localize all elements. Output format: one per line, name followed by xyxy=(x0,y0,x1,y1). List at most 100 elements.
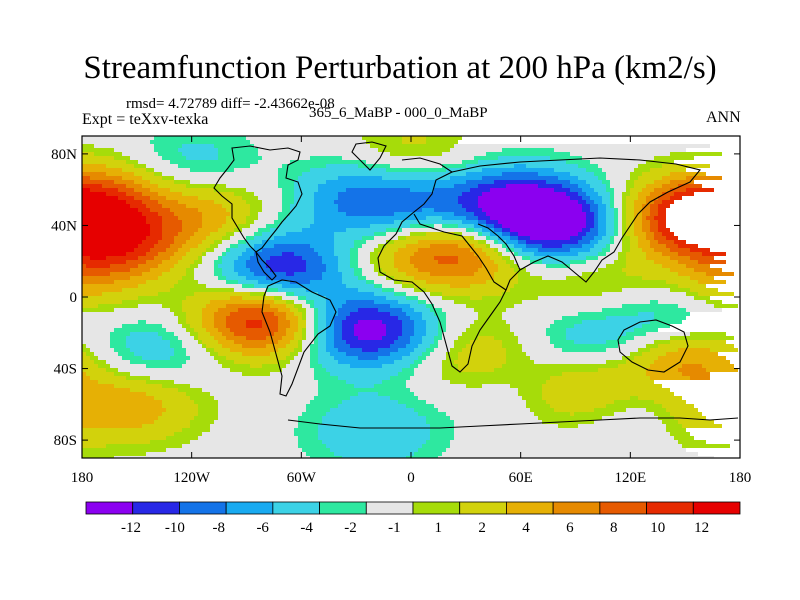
contour-cell xyxy=(694,268,722,272)
contour-cell xyxy=(478,316,502,320)
contour-cell xyxy=(646,372,682,376)
contour-cell xyxy=(298,316,302,320)
contour-cell xyxy=(394,256,410,260)
contour-cell xyxy=(414,264,482,268)
contour-cell xyxy=(230,236,246,240)
contour-cell xyxy=(678,184,702,188)
contour-cell xyxy=(454,340,470,344)
contour-cell xyxy=(246,136,362,140)
colorbar-label: 10 xyxy=(650,520,665,536)
contour-cell xyxy=(530,260,542,264)
contour-cell xyxy=(298,320,306,324)
contour-cell xyxy=(606,316,654,320)
contour-cell xyxy=(634,216,642,220)
contour-cell xyxy=(82,232,150,236)
contour-cell xyxy=(170,244,182,248)
contour-cell xyxy=(402,368,414,372)
contour-cell xyxy=(566,276,642,280)
contour-cell xyxy=(222,236,230,240)
contour-cell xyxy=(622,220,626,224)
contour-cell xyxy=(630,248,642,252)
contour-cell xyxy=(414,328,426,332)
contour-cell xyxy=(426,140,458,144)
contour-cell xyxy=(146,168,154,172)
contour-cell xyxy=(414,284,450,288)
contour-cell xyxy=(642,352,666,356)
contour-field xyxy=(82,136,738,458)
contour-cell xyxy=(126,160,138,164)
contour-cell xyxy=(82,436,166,440)
contour-cell xyxy=(442,452,698,456)
contour-cell xyxy=(454,420,542,424)
contour-cell xyxy=(506,360,534,364)
contour-cell xyxy=(626,200,634,204)
contour-cell xyxy=(318,360,338,364)
contour-cell xyxy=(690,288,718,292)
colorbar-swatch xyxy=(179,501,227,515)
contour-cell xyxy=(450,148,502,152)
colorbar-swatch xyxy=(506,501,554,515)
contour-cell xyxy=(218,416,298,420)
contour-cell xyxy=(314,376,338,380)
contour-cell xyxy=(214,272,222,276)
contour-cell xyxy=(610,192,614,196)
contour-cell xyxy=(458,224,474,228)
contour-cell xyxy=(194,292,250,296)
contour-cell xyxy=(222,344,242,348)
colorbar-label: 6 xyxy=(566,520,574,536)
contour-cell xyxy=(626,260,654,264)
contour-cell xyxy=(162,384,190,388)
contour-cell xyxy=(154,148,178,152)
contour-cell xyxy=(442,164,466,168)
contour-cell xyxy=(334,336,342,340)
contour-cell xyxy=(650,204,658,208)
contour-cell xyxy=(458,244,474,248)
contour-cell xyxy=(426,288,510,292)
contour-cell xyxy=(190,324,202,328)
contour-cell xyxy=(210,244,218,248)
contour-cell xyxy=(690,376,710,380)
contour-cell xyxy=(278,348,294,352)
contour-cell xyxy=(378,252,394,256)
contour-cell xyxy=(450,176,482,180)
contour-cell xyxy=(210,300,274,304)
contour-cell xyxy=(378,260,394,264)
contour-cell xyxy=(622,216,626,220)
contour-cell xyxy=(82,312,174,316)
contour-cell xyxy=(214,348,230,352)
contour-cell xyxy=(638,176,662,180)
contour-cell xyxy=(86,352,94,356)
contour-cell xyxy=(122,324,162,328)
x-tick-label: 180 xyxy=(71,470,94,486)
contour-cell xyxy=(598,212,606,216)
contour-cell xyxy=(662,404,694,408)
contour-cell xyxy=(510,324,550,328)
contour-cell xyxy=(430,308,442,312)
contour-cell xyxy=(306,312,314,316)
contour-cell xyxy=(566,192,578,196)
contour-cell xyxy=(198,208,226,212)
x-tick-label: 0 xyxy=(407,470,415,486)
contour-cell xyxy=(190,356,214,360)
contour-cell xyxy=(390,312,406,316)
contour-cell xyxy=(710,348,738,352)
contour-cell xyxy=(298,328,302,332)
contour-cell xyxy=(318,428,430,432)
contour-cell xyxy=(582,156,654,160)
contour-cell xyxy=(486,252,498,256)
contour-cell xyxy=(314,300,326,304)
contour-cell xyxy=(318,384,354,388)
contour-cell xyxy=(82,188,90,192)
contour-cell xyxy=(258,160,290,164)
contour-cell xyxy=(462,204,478,208)
contour-cell xyxy=(414,372,442,376)
contour-cell xyxy=(590,208,598,212)
contour-cell xyxy=(402,284,414,288)
y-tick-label: 40S xyxy=(54,362,77,378)
contour-cell xyxy=(558,176,578,180)
contour-cell xyxy=(522,348,562,352)
contour-cell xyxy=(510,328,546,332)
contour-cell xyxy=(478,220,486,224)
contour-cell xyxy=(218,352,242,356)
contour-cell xyxy=(222,260,234,264)
